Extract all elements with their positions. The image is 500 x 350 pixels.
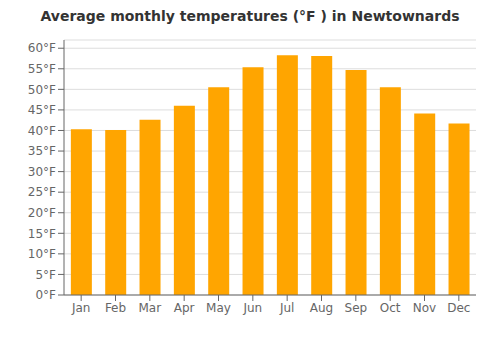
svg-text:Jun: Jun	[242, 301, 262, 315]
svg-text:45°F: 45°F	[28, 103, 56, 117]
svg-text:Sep: Sep	[345, 301, 368, 315]
svg-text:Oct: Oct	[380, 301, 401, 315]
svg-text:20°F: 20°F	[28, 206, 56, 220]
svg-text:30°F: 30°F	[28, 165, 56, 179]
svg-text:60°F: 60°F	[28, 41, 56, 55]
svg-text:Apr: Apr	[174, 301, 195, 315]
svg-text:40°F: 40°F	[28, 124, 56, 138]
svg-text:35°F: 35°F	[28, 144, 56, 158]
svg-text:Mar: Mar	[139, 301, 162, 315]
svg-text:5°F: 5°F	[35, 268, 56, 282]
svg-text:15°F: 15°F	[28, 227, 56, 241]
svg-text:Jul: Jul	[279, 301, 294, 315]
svg-text:50°F: 50°F	[28, 83, 56, 97]
svg-text:May: May	[206, 301, 231, 315]
html-text:Average monthly temperatures (: Average monthly temperatures (°F ) in Ne…	[40, 8, 460, 24]
svg-text:Feb: Feb	[105, 301, 126, 315]
svg-text:55°F: 55°F	[28, 62, 56, 76]
svg-text:Nov: Nov	[413, 301, 436, 315]
svg-text:Jan: Jan	[71, 301, 91, 315]
svg-text:0°F: 0°F	[35, 288, 56, 302]
svg-text:Aug: Aug	[310, 301, 333, 315]
svg-text:10°F: 10°F	[28, 247, 56, 261]
svg-text:Dec: Dec	[447, 301, 470, 315]
svg-text:25°F: 25°F	[28, 185, 56, 199]
